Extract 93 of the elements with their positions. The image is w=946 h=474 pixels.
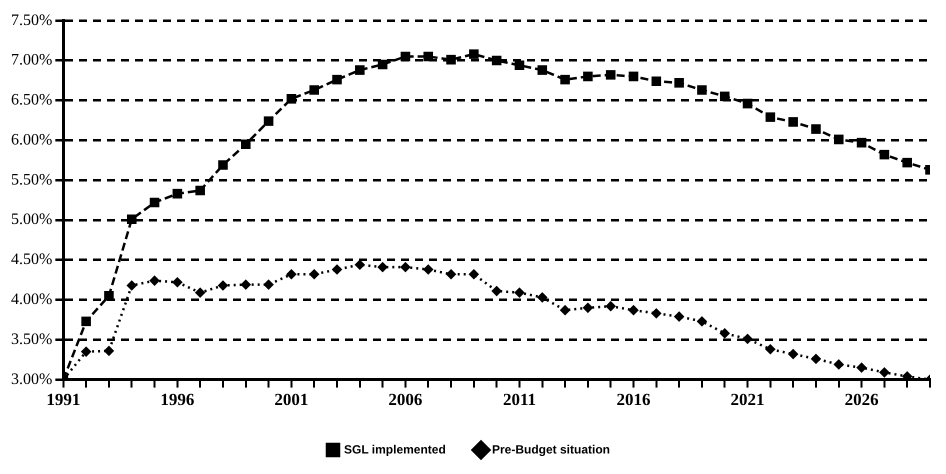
point: [788, 349, 798, 359]
point: [378, 262, 388, 272]
point: [126, 214, 137, 224]
point: [880, 150, 890, 160]
point: [423, 264, 433, 274]
point: [423, 52, 434, 62]
point: [446, 54, 456, 64]
x-tick-label: 2021: [730, 390, 765, 410]
point: [241, 280, 251, 290]
point: [218, 160, 228, 170]
point: [514, 288, 524, 298]
y-tick-label: 5.00%: [11, 211, 52, 228]
point: [469, 270, 479, 280]
legend-label: SGL implemented: [344, 442, 446, 456]
point: [104, 291, 114, 301]
point: [492, 56, 502, 66]
point: [720, 92, 730, 102]
y-tick-label: 7.00%: [11, 52, 52, 69]
point: [742, 334, 752, 344]
point: [332, 264, 342, 274]
point: [720, 328, 730, 338]
point: [492, 286, 502, 296]
point: [674, 312, 684, 322]
point: [606, 301, 616, 311]
point: [172, 278, 182, 288]
point: [104, 346, 114, 356]
point: [560, 305, 570, 315]
y-tick-label: 3.00%: [11, 370, 52, 388]
x-tick-label: 1996: [160, 390, 194, 410]
point: [834, 134, 844, 144]
point: [81, 346, 91, 356]
y-tick-label: 3.50%: [11, 330, 52, 348]
point: [400, 52, 410, 62]
point: [856, 138, 866, 148]
point: [880, 368, 890, 378]
point: [583, 303, 593, 313]
point: [606, 70, 616, 80]
point: [218, 280, 228, 290]
point: [446, 270, 456, 280]
x-tick-label: 2016: [616, 390, 651, 410]
y-tick-label: 5.50%: [11, 171, 52, 188]
point: [674, 78, 684, 88]
point: [81, 316, 91, 326]
point: [241, 139, 251, 150]
point: [469, 49, 479, 59]
y-tick-label: 6.50%: [11, 92, 52, 109]
point: [514, 60, 524, 70]
y-tick-label: 4.50%: [11, 251, 52, 268]
point: [788, 117, 798, 127]
point: [400, 262, 410, 272]
point: [811, 124, 821, 134]
point: [834, 360, 844, 370]
point: [538, 292, 548, 302]
point: [537, 65, 548, 75]
y-tick-label: 4.00%: [11, 291, 52, 308]
point: [309, 270, 319, 280]
point: [583, 72, 593, 82]
point: [652, 308, 662, 318]
point: [355, 65, 365, 75]
point: [628, 305, 638, 315]
point: [286, 270, 296, 280]
point: [697, 85, 707, 95]
point: [355, 260, 365, 270]
point: [766, 112, 776, 122]
point: [742, 98, 752, 108]
point: [264, 280, 274, 290]
point: [150, 198, 160, 208]
point: [697, 316, 707, 326]
point: [264, 116, 274, 126]
point: [378, 60, 388, 70]
point: [332, 74, 342, 84]
legend-label: Pre-Budget situation: [492, 442, 610, 456]
x-tick-label: 2001: [274, 390, 308, 410]
point: [811, 354, 821, 364]
point: [309, 85, 319, 95]
point: [172, 188, 182, 199]
y-tick-label: 7.50%: [11, 12, 52, 29]
point: [902, 158, 912, 168]
x-tick-label: 2026: [844, 390, 879, 410]
point: [286, 94, 296, 104]
x-tick-label: 2011: [502, 390, 536, 410]
x-tick-label: 1991: [46, 390, 80, 410]
point: [766, 344, 776, 354]
point: [195, 288, 205, 298]
point: [150, 276, 160, 286]
point: [628, 72, 638, 82]
point: [195, 186, 205, 196]
point: [856, 362, 866, 372]
x-tick-label: 2006: [388, 390, 422, 410]
y-tick-label: 6.00%: [11, 131, 52, 148]
point: [652, 76, 662, 86]
point: [560, 74, 570, 84]
point: [127, 280, 136, 290]
